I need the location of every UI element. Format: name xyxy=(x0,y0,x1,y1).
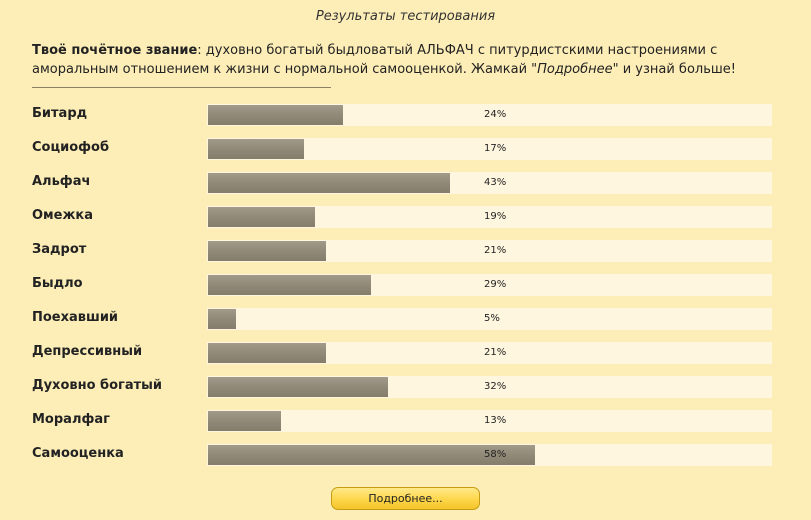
result-label: Моралфаг xyxy=(32,412,110,427)
result-label: Омежка xyxy=(32,208,94,223)
result-bar xyxy=(208,377,388,397)
result-label: Задрот xyxy=(32,242,87,257)
result-bar-track: 58% xyxy=(207,444,772,466)
result-label: Социофоб xyxy=(32,140,110,155)
result-label: Депрессивный xyxy=(32,344,143,359)
result-row: Альфач 43% xyxy=(0,169,811,203)
result-row: Омежка 19% xyxy=(0,203,811,237)
result-label: Битард xyxy=(32,106,88,121)
more-button[interactable]: Подробнее... xyxy=(331,487,480,510)
result-percent: 21% xyxy=(484,245,507,256)
results-chart: Битард 24% Социофоб 17% Альфач 43% Омежка 19% За… xyxy=(0,101,811,475)
result-label: Самооценка xyxy=(32,446,124,461)
more-word: Подробнее xyxy=(537,62,613,77)
rank-call-to-action: " и узнай больше! xyxy=(612,62,736,77)
result-percent: 17% xyxy=(484,143,507,154)
result-bar-track: 5% xyxy=(207,308,772,330)
result-label: Альфач xyxy=(32,174,91,189)
result-row: Духовно богатый 32% xyxy=(0,373,811,407)
rank-label: Твоё почётное звание xyxy=(32,43,198,58)
result-bar-track: 13% xyxy=(207,410,772,432)
result-bar-track: 24% xyxy=(207,104,772,126)
result-bar-track: 43% xyxy=(207,172,772,194)
result-percent: 21% xyxy=(484,347,507,358)
result-bar xyxy=(208,207,315,227)
rank-description: : духовно богатый быдловатый АЛЬФАЧ с пи… xyxy=(32,43,718,77)
result-percent: 19% xyxy=(484,211,507,222)
result-label: Быдло xyxy=(32,276,83,291)
result-percent: 43% xyxy=(484,177,507,188)
result-percent: 32% xyxy=(484,381,507,392)
result-percent: 13% xyxy=(484,415,507,426)
result-percent: 5% xyxy=(484,313,500,324)
summary-divider xyxy=(32,87,331,88)
result-percent: 58% xyxy=(484,449,507,460)
result-row: Депрессивный 21% xyxy=(0,339,811,373)
result-row: Моралфаг 13% xyxy=(0,407,811,441)
result-row: Быдло 29% xyxy=(0,271,811,305)
result-row: Битард 24% xyxy=(0,101,811,135)
result-bar xyxy=(208,445,535,465)
result-label: Поехавший xyxy=(32,310,119,325)
result-bar xyxy=(208,309,236,329)
result-bar xyxy=(208,173,450,193)
result-row: Социофоб 17% xyxy=(0,135,811,169)
result-percent: 29% xyxy=(484,279,507,290)
result-percent: 24% xyxy=(484,109,507,120)
result-bar-track: 19% xyxy=(207,206,772,228)
result-bar xyxy=(208,139,304,159)
result-bar-track: 21% xyxy=(207,240,772,262)
result-bar-track: 17% xyxy=(207,138,772,160)
result-row: Самооценка 58% xyxy=(0,441,811,475)
result-bar-track: 21% xyxy=(207,342,772,364)
page-title: Результаты тестирования xyxy=(315,9,496,24)
result-bar xyxy=(208,241,326,261)
result-bar xyxy=(208,275,371,295)
result-row: Поехавший 5% xyxy=(0,305,811,339)
result-bar xyxy=(208,411,281,431)
result-summary: Твоё почётное звание: духовно богатый бы… xyxy=(32,41,782,79)
result-bar xyxy=(208,343,326,363)
result-row: Задрот 21% xyxy=(0,237,811,271)
result-bar-track: 32% xyxy=(207,376,772,398)
result-bar-track: 29% xyxy=(207,274,772,296)
result-bar xyxy=(208,105,343,125)
result-label: Духовно богатый xyxy=(32,378,163,393)
